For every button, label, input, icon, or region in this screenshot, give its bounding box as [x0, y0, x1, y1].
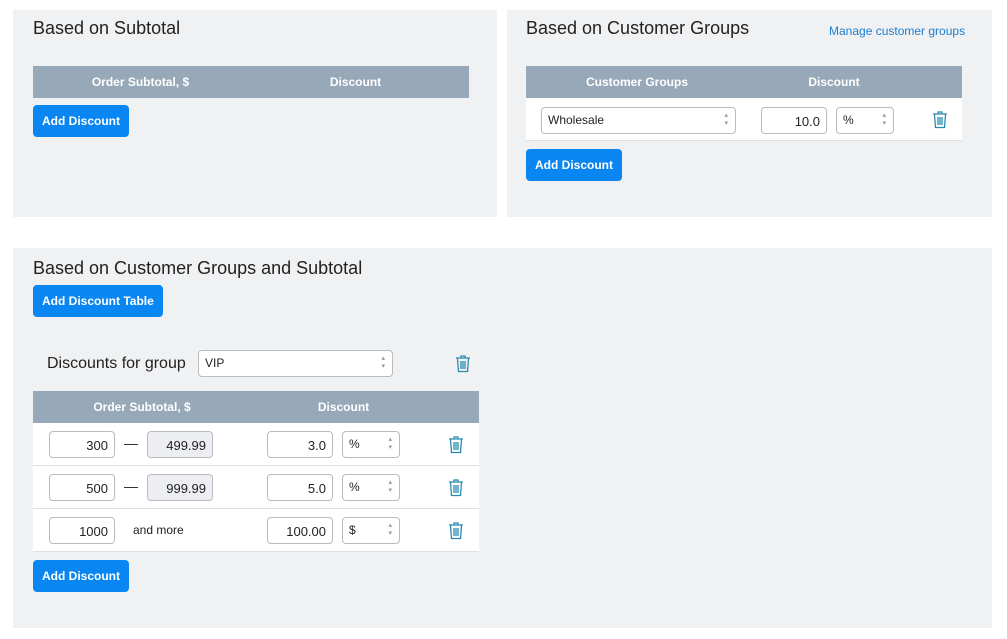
table-row: 1000 and more 100.00 $ [33, 509, 479, 552]
discount-value-input[interactable]: 10.0 [761, 107, 827, 134]
panel-title: Based on Customer Groups and Subtotal [33, 258, 363, 278]
discount-value-input[interactable]: 100.00 [267, 517, 333, 544]
panel-title: Based on Customer Groups [526, 18, 750, 38]
discount-value-input[interactable]: 3.0 [267, 431, 333, 458]
panel-title: Based on Subtotal [33, 18, 181, 38]
add-discount-button[interactable]: Add Discount [526, 149, 622, 181]
col-discount: Discount [317, 400, 370, 414]
groups-panel: Based on Customer Groups Manage customer… [507, 10, 992, 217]
trash-icon[interactable] [448, 521, 464, 540]
range-dash [124, 444, 138, 445]
add-discount-table-button[interactable]: Add Discount Table [33, 285, 163, 317]
discount-unit-select[interactable]: $ [342, 517, 400, 544]
col-subtotal: Order Subtotal, $ [93, 400, 191, 414]
group-label: Discounts for group [47, 355, 186, 372]
col-groups: Customer Groups [585, 75, 688, 89]
table-header: Customer Groups Discount [526, 66, 962, 98]
group-select[interactable]: VIP [198, 350, 393, 377]
table-row: 500 999.99 5.0 % [33, 466, 479, 509]
subtotal-panel: Based on Subtotal Order Subtotal, $ Disc… [13, 10, 497, 217]
and-more-label: and more [133, 523, 184, 537]
discount-value-input[interactable]: 5.0 [267, 474, 333, 501]
add-discount-button[interactable]: Add Discount [33, 560, 129, 592]
customer-group-select[interactable]: Wholesale [541, 107, 736, 134]
add-discount-button[interactable]: Add Discount [33, 105, 129, 137]
from-input[interactable]: 500 [49, 474, 115, 501]
from-input[interactable]: 300 [49, 431, 115, 458]
discount-unit-select[interactable]: % [836, 107, 894, 134]
to-input: 999.99 [147, 474, 213, 501]
trash-icon[interactable] [448, 478, 464, 497]
table-row: Wholesale 10.0 % [526, 98, 962, 141]
trash-icon[interactable] [448, 435, 464, 454]
col-discount: Discount [329, 75, 382, 89]
to-input: 499.99 [147, 431, 213, 458]
col-subtotal: Order Subtotal, $ [91, 75, 190, 89]
discount-unit-select[interactable]: % [342, 431, 400, 458]
col-discount: Discount [808, 75, 860, 89]
table-row: 300 499.99 3.0 % [33, 423, 479, 466]
delete-table-trash-icon[interactable] [455, 354, 471, 373]
table-header: Order Subtotal, $ Discount [33, 66, 469, 98]
trash-icon[interactable] [932, 110, 948, 129]
from-input[interactable]: 1000 [49, 517, 115, 544]
table-header: Order Subtotal, $ Discount [33, 391, 479, 423]
range-dash [124, 487, 138, 488]
manage-customer-groups-link[interactable]: Manage customer groups [829, 24, 966, 38]
combined-panel: Based on Customer Groups and Subtotal Ad… [13, 248, 992, 628]
discount-unit-select[interactable]: % [342, 474, 400, 501]
